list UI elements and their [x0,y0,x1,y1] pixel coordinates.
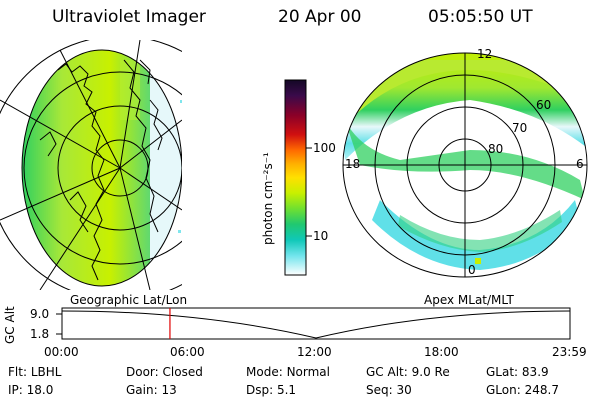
instrument-title: Ultraviolet Imager [52,7,206,27]
info-gc-alt: GC Alt: 9.0 Re [366,365,450,379]
info-door: Door: Closed [126,365,203,379]
colorbar-unit-label: photon cm⁻²s⁻¹ [261,152,275,245]
mlt-label-18: 18 [345,157,361,171]
info-gain: Gain: 13 [126,383,177,397]
alt-ylabel: GC Alt [3,306,17,344]
alt-xtick-0600: 06:00 [170,345,205,359]
alt-xtick-1200: 12:00 [297,345,332,359]
mlat-label-70: 70 [512,121,528,135]
colorbar [284,79,312,276]
alt-xtick-2359: 23:59 [552,345,587,359]
info-dsp: Dsp: 5.1 [246,383,297,397]
mlt-label-0: 0 [468,263,476,277]
right-panel-label: Apex MLat/MLT [424,293,514,307]
apex-image [342,52,588,278]
alt-ytick-1: 1.8 [30,327,50,341]
left-panel-label: Geographic Lat/Lon [70,293,188,307]
info-seq: Seq: 30 [366,383,412,397]
info-glat: GLat: 83.9 [486,365,549,379]
mlat-label-80: 80 [488,142,504,156]
info-mode: Mode: Normal [246,365,330,379]
alt-xtick-0000: 00:00 [44,345,79,359]
info-ip: IP: 18.0 [8,383,54,397]
colorbar-tick-10: 10 [313,229,329,243]
mlat-label-60: 60 [536,98,552,112]
mlt-label-6: 6 [576,157,584,171]
colorbar-tick-100: 100 [313,141,336,155]
info-glon: GLon: 248.7 [486,383,559,397]
date-label: 20 Apr 00 [278,7,362,27]
altitude-plot [56,307,571,340]
mlt-label-12: 12 [477,47,493,61]
alt-xtick-1800: 18:00 [424,345,459,359]
time-label: 05:05:50 UT [428,7,533,27]
alt-ytick-9: 9.0 [30,307,50,321]
geographic-image [0,40,182,290]
info-flt: Flt: LBHL [8,365,62,379]
